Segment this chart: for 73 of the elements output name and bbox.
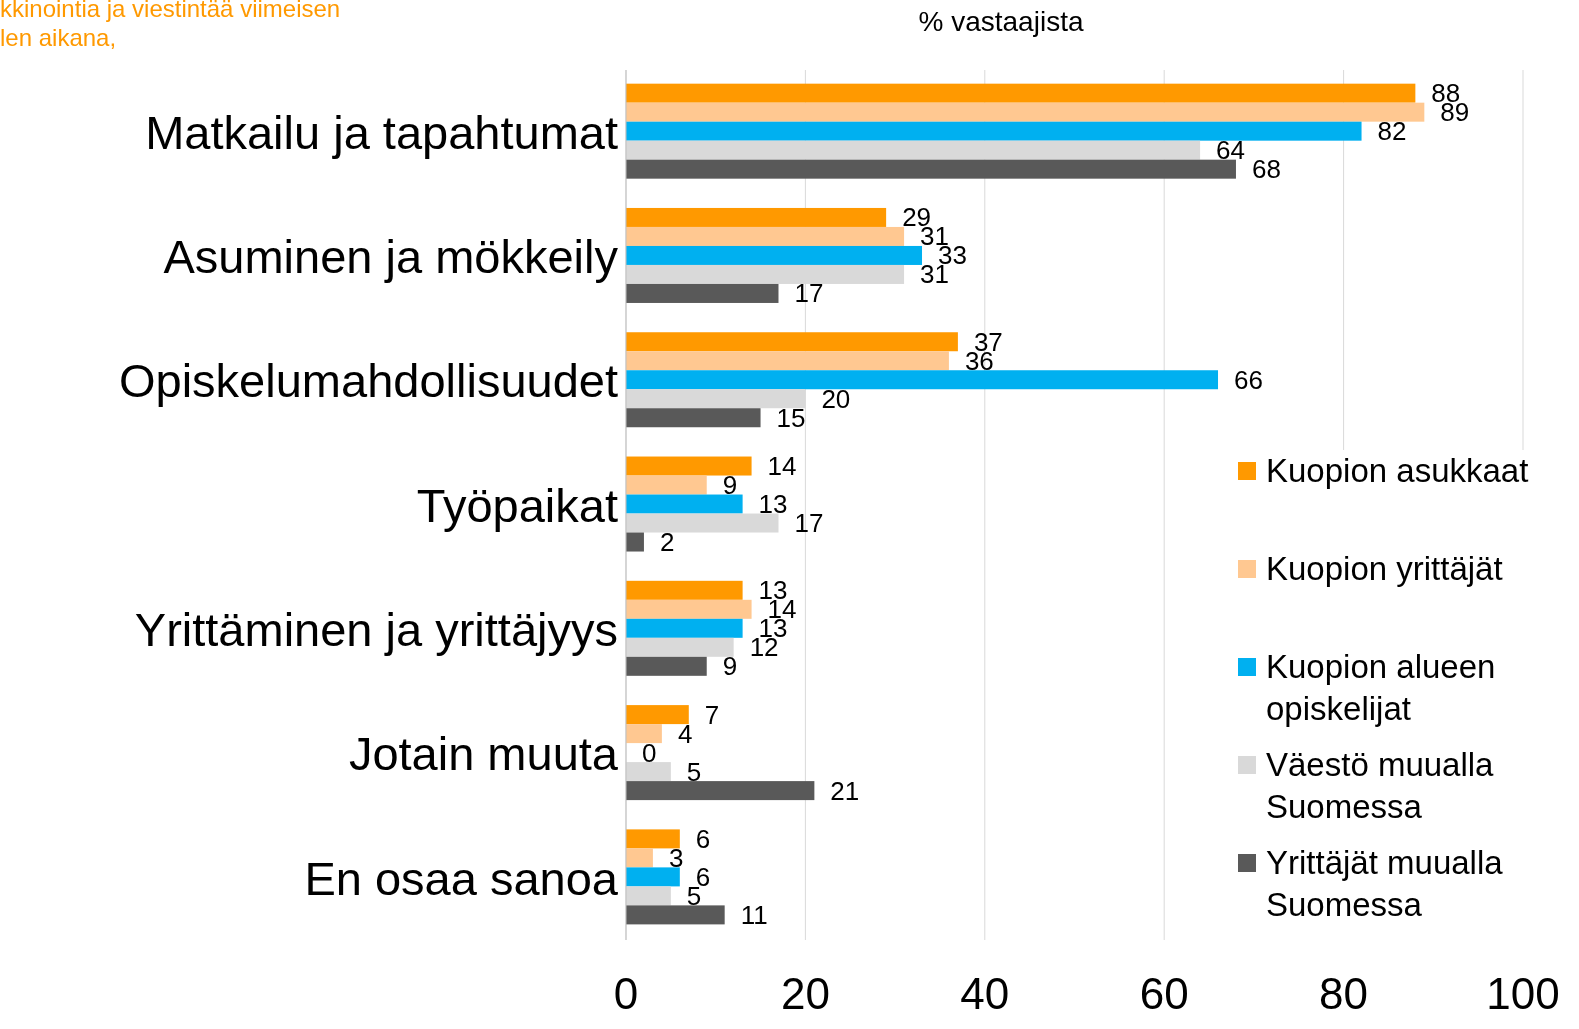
- bar: [626, 245, 923, 265]
- bar: [626, 351, 949, 371]
- bar: [626, 762, 671, 782]
- data-label: 66: [1234, 364, 1263, 395]
- bar: [626, 580, 743, 600]
- bar: [626, 102, 1425, 122]
- x-axis-title: % vastaajista: [917, 6, 1085, 38]
- data-label: 3: [668, 842, 684, 873]
- data-label: 7: [704, 699, 720, 730]
- bar: [626, 724, 662, 744]
- bar: [626, 494, 743, 514]
- bar: [626, 370, 1219, 390]
- data-label: 13: [758, 489, 788, 520]
- x-tick-label: 40: [960, 969, 1010, 1019]
- data-label: 5: [686, 756, 702, 787]
- bar: [626, 121, 1362, 141]
- data-label: 11: [740, 899, 768, 930]
- data-label: 68: [1251, 154, 1281, 185]
- data-label: 9: [722, 651, 738, 682]
- y-tick-label: Opiskelumahdollisuudet: [118, 354, 618, 408]
- data-label: 17: [794, 278, 824, 309]
- y-tick-label: Työpaikat: [416, 478, 618, 532]
- data-label: 2: [659, 527, 675, 558]
- legend-label: Kuopion yrittäjät: [1266, 549, 1503, 589]
- bar: [626, 456, 752, 476]
- bar: [626, 618, 743, 638]
- bar: [626, 848, 653, 868]
- data-label: 9: [722, 470, 738, 501]
- data-label: 20: [821, 383, 851, 414]
- y-tick-label: Asuminen ja mökkeily: [163, 230, 619, 284]
- bar: [626, 886, 671, 906]
- bar: [626, 283, 779, 303]
- bar: [626, 656, 707, 676]
- data-label: 64: [1216, 135, 1245, 166]
- x-tick-label: 100: [1486, 969, 1560, 1019]
- legend-label: Yrittäjät muualla Suomessa: [1266, 843, 1504, 925]
- bar: [626, 705, 689, 725]
- bar: [626, 532, 644, 552]
- bar: [626, 226, 905, 246]
- bar: [626, 781, 815, 801]
- bar: [626, 867, 680, 887]
- bar: [626, 513, 779, 533]
- y-tick-label: En osaa sanoa: [304, 851, 619, 905]
- bar: [626, 637, 734, 657]
- x-tick-label: 20: [780, 969, 830, 1019]
- data-label: 15: [776, 402, 806, 433]
- x-tick-label: 60: [1139, 969, 1189, 1019]
- data-label: 4: [677, 718, 693, 749]
- bar: [626, 140, 1201, 160]
- data-label: 82: [1377, 116, 1407, 147]
- x-tick-label: 80: [1319, 969, 1369, 1019]
- bar: [626, 599, 752, 619]
- legend-label: Väestö muualla Suomessa: [1266, 745, 1495, 827]
- x-tick-label: 0: [613, 969, 639, 1019]
- data-label: 0: [642, 737, 657, 768]
- bar: [626, 159, 1236, 179]
- y-tick-label: Jotain muuta: [348, 727, 619, 781]
- data-label: 6: [695, 823, 711, 854]
- legend-label: Kuopion alueen opiskelijat: [1266, 647, 1497, 729]
- text: kkinointia ja viestintää viimeisen len aikana,: [0, 0, 341, 52]
- y-tick-label: Yrittäminen ja yrittäjyys: [134, 602, 618, 656]
- bar: [626, 332, 958, 352]
- bar: [626, 83, 1416, 103]
- data-label: 21: [830, 775, 860, 806]
- bar: [626, 408, 761, 428]
- bar: [626, 207, 887, 227]
- legend-label: Kuopion asukkaat: [1266, 451, 1529, 491]
- data-label: 14: [767, 451, 797, 482]
- bar: [626, 905, 725, 925]
- data-label: 17: [794, 508, 824, 539]
- bar: [626, 475, 707, 495]
- bar: [626, 829, 680, 849]
- y-tick-label: Matkailu ja tapahtumat: [145, 105, 618, 159]
